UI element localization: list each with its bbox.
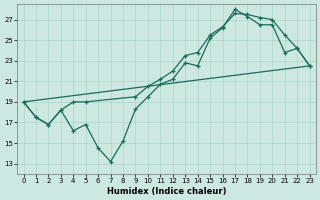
X-axis label: Humidex (Indice chaleur): Humidex (Indice chaleur) [107, 187, 226, 196]
